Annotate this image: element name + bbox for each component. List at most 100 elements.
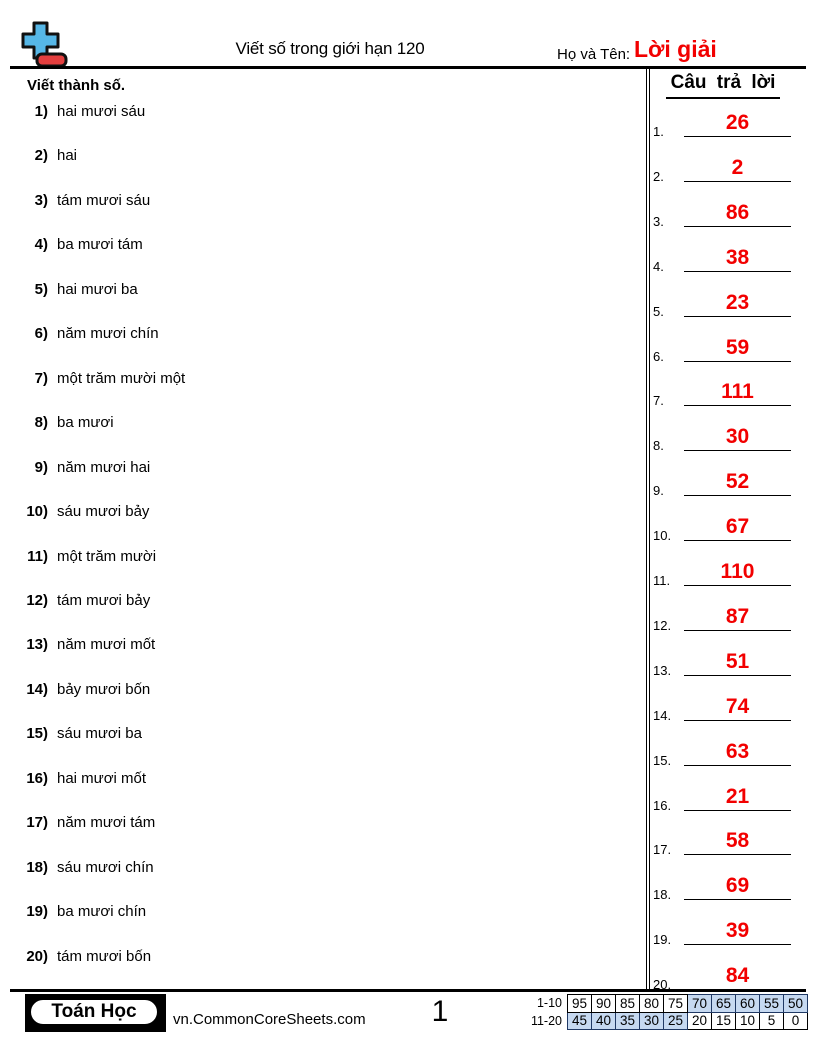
answer-number: 4.	[653, 258, 664, 274]
answer-row: 3. 86	[648, 191, 816, 229]
answer-number: 10.	[653, 528, 672, 544]
question-text: ba mươi	[57, 414, 114, 432]
answer-number: 1.	[653, 124, 664, 139]
answer-value: 69	[725, 874, 750, 898]
answer-blank-line	[684, 136, 791, 137]
answer-blank-line	[684, 450, 791, 452]
answer-value: 23	[725, 290, 750, 314]
answer-blank-line	[684, 405, 791, 407]
answer-blank-line	[684, 629, 791, 631]
answer-blank-line	[684, 270, 791, 272]
score-grid-row: 11-20 45 40 35 30 25 20 15 10 5 0	[518, 1011, 808, 1030]
score-grid-cell: 30	[639, 1011, 664, 1030]
question-row: 12) tám mươi bảy	[0, 592, 150, 612]
score-grid-cell: 90	[591, 994, 616, 1013]
answer-number: 8.	[653, 438, 664, 454]
question-number: 4)	[34, 236, 48, 254]
score-grid-cell: 40	[591, 1011, 616, 1030]
answer-blank-line	[684, 899, 791, 901]
answer-row: 20. 84	[648, 954, 816, 992]
page-title: Viết số trong giới hạn 120	[235, 39, 425, 58]
question-row: 5) hai mươi ba	[0, 281, 138, 301]
brand-badge: Toán Học	[28, 997, 160, 1027]
question-row: 4) ba mươi tám	[0, 236, 143, 256]
answer-row: 13. 51	[648, 640, 816, 678]
score-grid: 1-10 95 90 85 80 75 70 65 60 55 50 11-20 45 40 35 30 25 2…	[518, 994, 808, 1030]
question-number: 9)	[34, 458, 48, 476]
answer-value: 111	[721, 380, 754, 404]
answer-row: 4. 38	[648, 236, 816, 274]
answer-blank-line	[684, 854, 791, 856]
answer-row: 15. 63	[648, 730, 816, 768]
question-text: một trăm mười	[57, 547, 157, 565]
answer-blank-line	[684, 360, 791, 362]
question-row: 11) một trăm mười	[0, 548, 156, 568]
question-row: 16) hai mươi mốt	[0, 770, 146, 790]
answer-row: 10. 67	[648, 505, 816, 544]
score-grid-range-label: 1-10	[536, 996, 562, 1011]
answer-blank-line	[684, 495, 791, 497]
answer-value: 59	[725, 335, 750, 359]
question-row: 2) hai	[0, 147, 77, 167]
answer-row: 19. 39	[648, 909, 816, 948]
answer-value: 39	[725, 919, 750, 943]
question-number: 8)	[34, 414, 48, 432]
answer-blank-line	[684, 764, 791, 766]
site-url: vn.CommonCoreSheets.com	[173, 1011, 366, 1028]
question-row: 15) sáu mươi ba	[0, 725, 142, 745]
question-row: 13) năm mươi mốt	[0, 636, 155, 656]
answer-number: 5.	[653, 303, 664, 319]
question-row: 6) năm mươi chín	[0, 325, 159, 345]
answer-row: 14. 74	[648, 685, 816, 723]
answer-value: 110	[720, 560, 755, 583]
answer-value: 63	[725, 739, 750, 763]
answers-header: Câu trả lời	[648, 72, 798, 99]
answer-value: 67	[725, 515, 750, 539]
answer-value: 86	[725, 200, 750, 224]
answer-number: 9.	[653, 483, 664, 499]
score-grid-cell: 65	[711, 994, 736, 1013]
question-row: 10) sáu mươi bảy	[0, 503, 149, 523]
answer-value: 74	[725, 694, 750, 718]
header-rule	[10, 66, 806, 69]
answer-row: 7. 111	[648, 370, 816, 409]
question-row: 18) sáu mươi chín	[0, 858, 154, 879]
question-text: sáu mươi chín	[57, 858, 154, 876]
question-row: 1) hai mươi sáu	[0, 103, 146, 123]
instruction-text: Viết thành số.	[27, 77, 126, 94]
question-number: 19)	[26, 903, 48, 921]
answer-row: 5. 23	[648, 281, 816, 319]
score-grid-cell: 45	[567, 1011, 592, 1030]
answer-row: 1. 26	[648, 101, 816, 139]
question-text: năm mươi hai	[57, 458, 151, 476]
question-row: 8) ba mươi	[0, 414, 114, 434]
answer-number: 7.	[653, 393, 664, 409]
question-text: năm mươi tám	[57, 814, 156, 832]
answer-value: 30	[725, 425, 750, 449]
score-grid-cell: 85	[615, 994, 640, 1013]
question-row: 20) tám mươi bốn	[0, 948, 151, 968]
answer-number: 19.	[653, 932, 672, 948]
answer-row: 2. 2	[648, 146, 816, 184]
question-number: 10)	[26, 503, 48, 521]
question-text: ba mươi tám	[57, 236, 143, 254]
score-grid-cell: 15	[711, 1011, 736, 1030]
question-text: hai	[57, 147, 78, 165]
question-number: 2)	[34, 147, 48, 165]
answer-blank-line	[684, 225, 791, 227]
answer-row: 18. 69	[648, 864, 816, 902]
question-row: 14) bảy mươi bốn	[0, 681, 150, 701]
answer-row: 8. 30	[648, 415, 816, 454]
answer-row: 11. 110	[648, 550, 816, 588]
question-number: 15)	[26, 725, 48, 743]
answer-number: 2.	[653, 168, 664, 184]
question-text: tám mươi bốn	[57, 947, 152, 965]
question-text: năm mươi chín	[57, 325, 159, 343]
score-grid-range-label: 11-20	[530, 1013, 562, 1028]
question-number: 12)	[26, 591, 48, 609]
answer-number: 12.	[653, 617, 672, 633]
answer-number: 6.	[653, 348, 664, 364]
answer-number: 16.	[653, 797, 672, 813]
question-number: 1)	[34, 103, 48, 120]
score-grid-cell: 0	[783, 1011, 808, 1030]
